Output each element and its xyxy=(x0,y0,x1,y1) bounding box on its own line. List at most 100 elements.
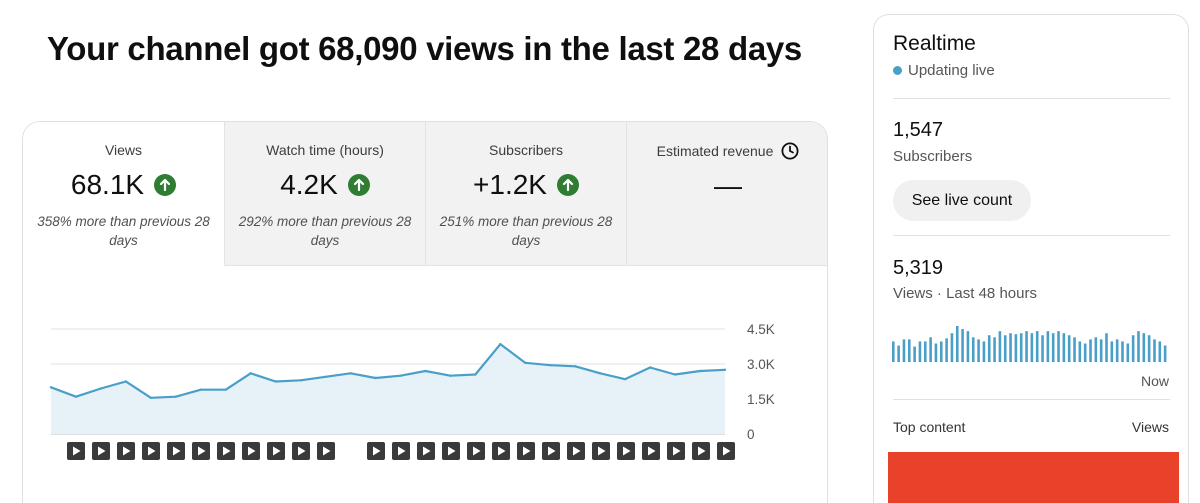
hourly-views-bar xyxy=(1041,335,1044,362)
hourly-views-bar xyxy=(998,331,1002,362)
video-marker-icon[interactable] xyxy=(592,442,610,460)
views-data-point xyxy=(449,374,452,377)
video-marker-icon[interactable] xyxy=(217,442,235,460)
views-data-point xyxy=(374,376,377,380)
hourly-views-bar xyxy=(1003,335,1007,362)
hourly-views-bar xyxy=(1137,331,1140,362)
video-marker-icon[interactable] xyxy=(667,442,685,460)
video-marker-icon[interactable] xyxy=(292,442,310,460)
video-marker-icon[interactable] xyxy=(692,442,710,460)
views-data-point xyxy=(673,373,677,376)
video-marker-icon[interactable] xyxy=(467,442,485,460)
tab-label: Estimated revenue xyxy=(656,143,774,159)
realtime-views-label: Views · Last 48 hours xyxy=(893,285,1037,302)
hourly-views-bar xyxy=(971,337,975,362)
now-label: Now xyxy=(1140,373,1169,389)
video-marker-icon[interactable] xyxy=(567,442,585,460)
trend-up-icon xyxy=(347,174,370,196)
tab-views[interactable]: Views 68.1K 358% more than previous 28 d… xyxy=(23,122,224,266)
tab-watch-time[interactable]: Watch time (hours) 4.2K 292% more than p… xyxy=(224,122,425,266)
views-data-point xyxy=(623,377,627,381)
video-marker-icon[interactable] xyxy=(442,442,460,460)
hourly-views-bar xyxy=(1019,333,1023,362)
video-marker-icon[interactable] xyxy=(242,442,260,460)
tab-value: — xyxy=(714,170,742,201)
clock-icon xyxy=(781,142,799,160)
hourly-views-bar xyxy=(1147,335,1151,362)
views-data-point xyxy=(549,363,552,367)
hourly-views-bar xyxy=(1105,333,1108,362)
tab-label: Watch time (hours) xyxy=(266,142,384,158)
views-data-point xyxy=(524,361,527,365)
hourly-views-bar xyxy=(913,346,916,362)
subscribers-count: 1,547 xyxy=(893,119,944,141)
hourly-views-bar xyxy=(987,335,991,362)
video-marker-icon[interactable] xyxy=(192,442,210,460)
views-area-fill xyxy=(51,344,725,434)
views-data-point xyxy=(174,395,178,398)
hourly-views-bar xyxy=(1110,341,1114,362)
video-marker-icon[interactable] xyxy=(367,442,385,460)
video-marker-icon[interactable] xyxy=(517,442,535,460)
realtime-card: Realtime Updating live 1,547 Subscribers… xyxy=(873,14,1189,503)
tab-subscribers[interactable]: Subscribers +1.2K 251% more than previou… xyxy=(425,122,626,266)
realtime-bar-chart xyxy=(892,326,1167,362)
tab-value: +1.2K xyxy=(473,169,547,200)
views-data-point xyxy=(274,380,277,383)
y-tick-label: 3.0K xyxy=(747,357,775,372)
hourly-views-bar xyxy=(950,333,954,362)
video-marker-icon[interactable] xyxy=(142,442,160,460)
views-chart-svg: 4.5K 3.0K 1.5K 0 xyxy=(49,322,775,460)
hourly-views-bar xyxy=(1099,339,1103,362)
hourly-views-bar xyxy=(1089,339,1092,362)
views-data-point xyxy=(124,380,128,383)
tab-value: 4.2K xyxy=(280,169,338,200)
realtime-title: Realtime xyxy=(893,32,976,55)
hourly-views-bar xyxy=(1126,343,1130,362)
views-chart: 4.5K 3.0K 1.5K 0 xyxy=(23,266,827,503)
live-dot-icon xyxy=(893,66,902,75)
hourly-views-bar xyxy=(993,337,996,362)
hourly-views-bar xyxy=(1062,333,1066,362)
hourly-views-bar xyxy=(1009,333,1012,362)
divider xyxy=(893,399,1170,400)
video-marker-icon[interactable] xyxy=(92,442,110,460)
hourly-views-bar xyxy=(1163,345,1167,362)
video-marker-icon[interactable] xyxy=(117,442,135,460)
analytics-card: Views 68.1K 358% more than previous 28 d… xyxy=(22,121,828,503)
video-marker-icon[interactable] xyxy=(542,442,560,460)
views-data-point xyxy=(499,342,502,346)
hourly-views-bar xyxy=(1115,339,1119,362)
video-marker-icon[interactable] xyxy=(167,442,185,460)
hourly-views-bar xyxy=(1014,334,1018,362)
hourly-views-bar xyxy=(1057,331,1060,362)
hourly-views-bar xyxy=(1083,343,1087,362)
video-marker-icon[interactable] xyxy=(392,442,410,460)
hourly-views-bar xyxy=(934,343,938,362)
views-data-point xyxy=(474,373,477,376)
subscribers-label: Subscribers xyxy=(893,148,973,165)
video-marker-icon[interactable] xyxy=(642,442,660,460)
video-marker-icon[interactable] xyxy=(417,442,435,460)
hourly-views-bar xyxy=(1046,331,1050,362)
tab-estimated-revenue[interactable]: Estimated revenue — xyxy=(626,122,827,266)
views-data-point xyxy=(199,388,202,391)
top-content-thumbnail[interactable] xyxy=(888,452,1179,503)
video-marker-icon[interactable] xyxy=(617,442,635,460)
hourly-views-bar xyxy=(1131,335,1135,362)
hourly-views-bar xyxy=(1153,339,1156,362)
tab-compare-text: 251% more than previous 28 days xyxy=(439,214,613,248)
hourly-views-bar xyxy=(977,339,980,362)
video-marker-icon[interactable] xyxy=(317,442,335,460)
views-data-point xyxy=(224,388,227,391)
hourly-views-bar xyxy=(945,338,948,362)
tab-value-row: 68.1K xyxy=(23,168,224,202)
video-marker-icon[interactable] xyxy=(67,442,85,460)
video-marker-icon[interactable] xyxy=(267,442,285,460)
see-live-count-button[interactable]: See live count xyxy=(893,180,1031,221)
video-marker-icon[interactable] xyxy=(492,442,510,460)
tab-value-row: +1.2K xyxy=(426,168,626,202)
hourly-views-bar xyxy=(966,331,970,362)
video-marker-icon[interactable] xyxy=(717,442,735,460)
hourly-views-bar xyxy=(1094,337,1098,362)
